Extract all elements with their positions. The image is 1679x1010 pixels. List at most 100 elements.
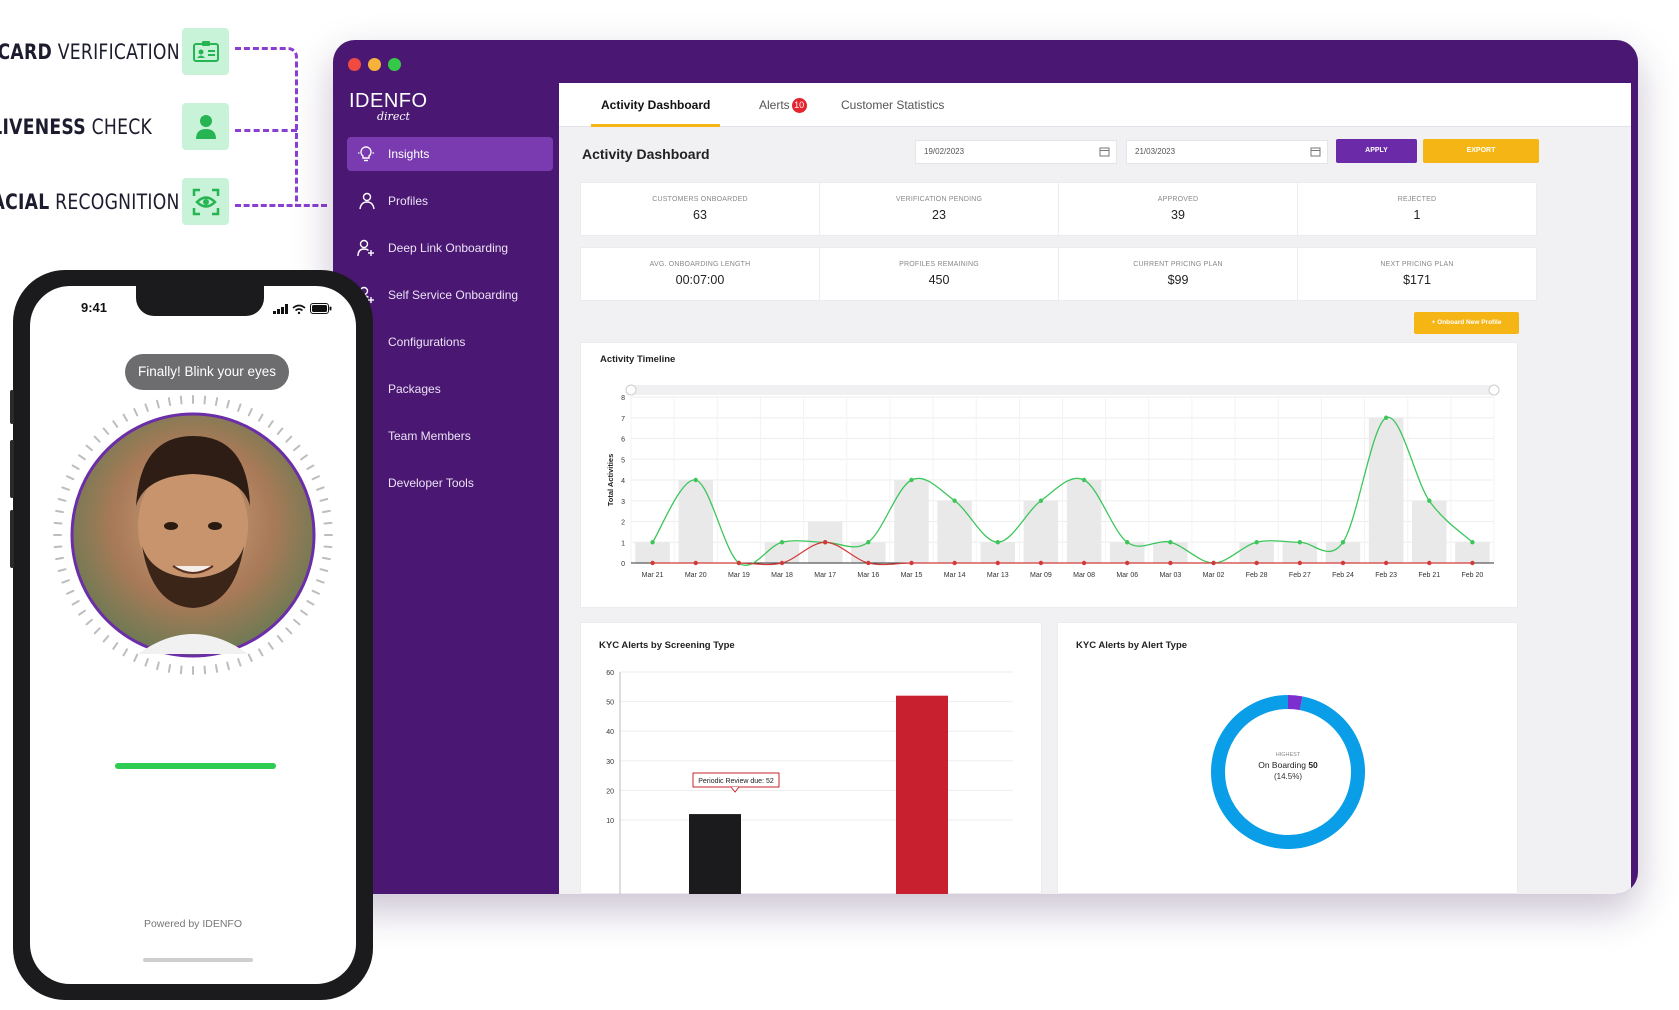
feature-bold: FACIAL — [0, 190, 50, 214]
calendar-icon[interactable] — [1099, 146, 1110, 157]
sidebar-item-team-members[interactable]: Team Members — [347, 419, 553, 453]
x-tick-label: Mar 20 — [685, 572, 707, 579]
sidebar-item-packages[interactable]: Packages — [347, 372, 553, 406]
onboard-new-profile-button[interactable]: + Onboard New Profile — [1414, 312, 1519, 334]
sidebar-item-label: Deep Link Onboarding — [388, 241, 509, 255]
x-tick-label: Mar 08 — [1073, 572, 1095, 579]
donut-center-value: 50 — [1308, 760, 1318, 770]
sidebar-item-deep-link[interactable]: Deep Link Onboarding — [347, 231, 553, 265]
timeline-bar — [1066, 480, 1102, 563]
sidebar-item-profiles[interactable]: Profiles — [347, 184, 553, 218]
stat-value: $99 — [1167, 273, 1189, 287]
scan-ring-tick — [316, 579, 325, 584]
sidebar-item-label: Packages — [388, 382, 441, 396]
timeline-point-green — [1427, 498, 1432, 503]
sidebar-item-insights[interactable]: Insights — [347, 137, 553, 171]
blink-prompt: Finally! Blink your eyes — [125, 354, 289, 390]
lightbulb-icon — [355, 143, 377, 165]
sidebar-item-self-service[interactable]: Self Service Onboarding — [347, 278, 553, 312]
wifi-icon — [292, 304, 306, 314]
date-to-field[interactable]: 21/03/2023 — [1126, 140, 1328, 164]
calendar-icon[interactable] — [1310, 146, 1321, 157]
timeline-point-green — [779, 540, 785, 545]
phone-side-button — [10, 510, 14, 568]
stat-label: NEXT PRICING PLAN — [1380, 261, 1454, 268]
scan-ring-tick — [214, 663, 219, 673]
timeline-point-green — [693, 477, 698, 483]
feature-bold: LIVENESS — [0, 115, 86, 139]
timeline-point-red — [1383, 560, 1389, 566]
scan-ring-tick — [247, 653, 253, 662]
scan-ring-tick — [285, 627, 293, 635]
scan-ring-tick — [66, 475, 75, 481]
range-slider-handle — [625, 384, 637, 396]
scan-ring-tick — [112, 420, 119, 428]
timeline-point-red — [1211, 560, 1216, 566]
x-tick-label: Feb 21 — [1418, 572, 1440, 579]
timeline-point-red — [1297, 560, 1303, 566]
liveness-progress-track — [115, 763, 276, 769]
stat-value: $171 — [1403, 273, 1431, 287]
stat-value: 39 — [1171, 208, 1185, 222]
y-tick-label: 1 — [621, 540, 625, 547]
tab-alerts[interactable]: Alerts 10 — [759, 83, 807, 127]
timeline-point-green — [1470, 540, 1475, 545]
sidebar-item-developer-tools[interactable]: Developer Tools — [347, 466, 553, 500]
timeline-bar — [1153, 542, 1188, 563]
scan-ring-tick — [144, 403, 149, 412]
y-tick-label: 40 — [606, 729, 614, 736]
scan-ring-tick — [66, 589, 75, 595]
apply-button[interactable]: APPLY — [1336, 139, 1417, 163]
y-tick-label: 7 — [621, 416, 625, 423]
sidebar: Insights Profiles Deep Link Onboarding S… — [347, 137, 553, 513]
scan-ring-tick — [300, 609, 308, 616]
minimize-window-button[interactable] — [368, 58, 381, 71]
scan-ring-tick — [311, 589, 320, 595]
export-button[interactable]: EXPORT — [1423, 139, 1539, 163]
donut-center-caption: HIGHEST — [1276, 752, 1301, 758]
battery-icon — [310, 303, 332, 314]
timeline-point-red — [1081, 560, 1087, 566]
timeline-point-red — [1125, 560, 1130, 566]
y-tick-label: 60 — [606, 670, 614, 677]
bar-tooltip-label: Periodic Review due: 52 — [698, 778, 774, 785]
scan-ring-tick — [167, 663, 172, 673]
y-tick-label: 2 — [621, 520, 625, 527]
x-tick-label: Mar 16 — [857, 572, 879, 579]
feature-id-card: ID CARD VERIFICATION — [0, 27, 180, 77]
scan-ring-tick — [321, 509, 331, 514]
stat-label: PROFILES REMAINING — [899, 261, 979, 268]
app-logo[interactable]: IDENFO — [349, 90, 428, 112]
scan-ring-tick — [300, 454, 308, 461]
scan-ring-tick — [179, 665, 183, 675]
connector-line — [235, 129, 297, 132]
timeline-point-green — [1125, 540, 1130, 545]
feature-bold: ID CARD — [0, 40, 53, 64]
scan-ring-tick — [133, 653, 139, 662]
scan-ring-tick — [55, 509, 65, 514]
stat-rejected: REJECTED 1 — [1297, 182, 1537, 236]
x-tick-label: Mar 14 — [944, 572, 966, 579]
phone-side-button — [10, 440, 14, 498]
y-tick-label: 30 — [606, 759, 614, 766]
timeline-point-red — [866, 560, 871, 566]
x-tick-label: Feb 28 — [1246, 572, 1268, 579]
timeline-point-green — [1081, 477, 1087, 483]
date-from-field[interactable]: 19/02/2023 — [915, 140, 1117, 164]
stat-customers-onboarded: CUSTOMERS ONBOARDED 63 — [580, 182, 820, 236]
close-window-button[interactable] — [348, 58, 361, 71]
maximize-window-button[interactable] — [388, 58, 401, 71]
y-tick-label: 8 — [621, 395, 625, 402]
phone-mockup: 9:41 Finally! Blink your eyes — [10, 270, 373, 1000]
stat-label: APPROVED — [1157, 196, 1199, 203]
range-slider-track — [631, 385, 1494, 395]
sidebar-item-label: Configurations — [388, 335, 466, 349]
stat-next-pricing-plan: NEXT PRICING PLAN $171 — [1297, 247, 1537, 301]
tab-customer-statistics[interactable]: Customer Statistics — [841, 83, 944, 127]
x-tick-label: Mar 06 — [1116, 572, 1138, 579]
x-tick-label: Feb 20 — [1462, 572, 1484, 579]
tab-activity-dashboard[interactable]: Activity Dashboard — [591, 83, 721, 127]
scan-ring-tick — [78, 609, 86, 616]
donut-center-name-text: On Boarding — [1258, 760, 1308, 770]
sidebar-item-configurations[interactable]: Configurations — [347, 325, 553, 359]
